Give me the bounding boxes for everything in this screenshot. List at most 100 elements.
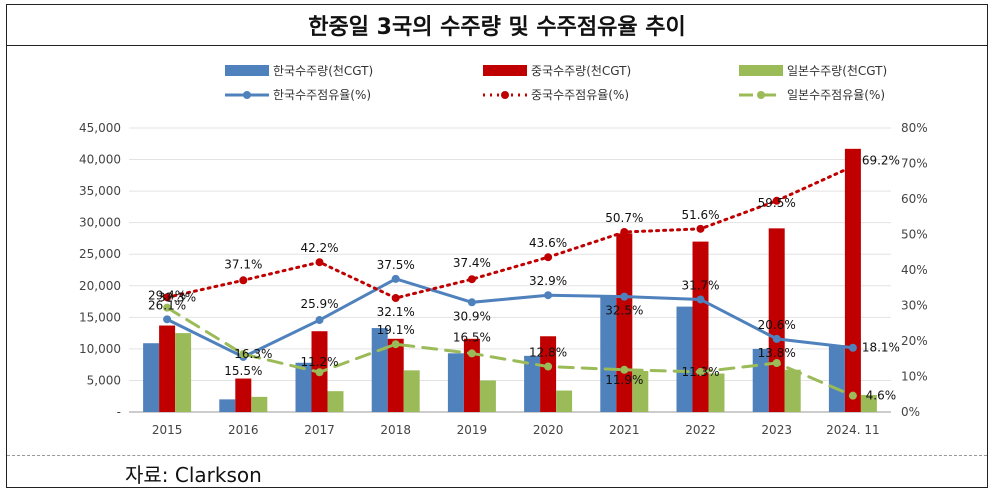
y-left-tick-label: 30,000 [79,216,121,230]
series-point [772,359,781,368]
title-bar: 한중일 3국의 수주량 및 수주점유율 추이 [7,5,987,46]
series-line [165,164,855,300]
y-right-tick-label: 30% [901,299,928,313]
data-label: 42.2% [300,241,338,255]
series-line [165,277,855,359]
legend-marker [243,91,251,99]
data-label: 69.2% [862,153,900,167]
y-right-tick-label: 50% [901,228,928,242]
data-label: 59.5% [758,196,796,210]
data-label: 50.7% [605,211,643,225]
bar [143,343,160,412]
x-tick-label: 2018 [380,423,411,437]
data-label: 16.3% [234,347,272,361]
y-left-tick-label: 5,000 [87,373,121,387]
series-point [467,275,476,284]
y-left-tick-label: 15,000 [79,310,121,324]
bar [556,390,573,412]
series-point [467,349,476,358]
series-point [848,391,857,400]
bar [708,373,725,412]
y-left-tick-label: - [117,405,121,419]
series-point [163,303,172,312]
legend-label: 일본수주량(천CGT) [787,63,887,78]
legend-swatch [225,65,269,76]
series-point [620,365,629,374]
data-label: 32.5% [605,304,643,318]
y-right-tick-label: 80% [901,121,928,135]
data-label: 32.9% [529,274,567,288]
y-left-tick-label: 40,000 [79,153,121,167]
series-point [315,368,324,377]
series-point [848,162,857,171]
x-tick-label: 2021 [609,423,640,437]
bar [600,295,617,412]
series-line [165,306,855,398]
y-left-tick-label: 10,000 [79,342,121,356]
page-title: 한중일 3국의 수주량 및 수주점유율 추이 [308,15,686,40]
data-label: 18.1% [862,341,900,355]
series-point [620,228,629,237]
series-point [620,292,629,301]
series-point [163,315,172,324]
bar [540,336,557,412]
series-point [239,350,248,359]
y-left-tick-label: 20,000 [79,279,121,293]
series-point [848,343,857,352]
series-point [772,334,781,343]
bar [463,338,480,412]
bar [159,325,176,412]
y-right-tick-label: 20% [901,334,928,348]
y-left-tick-label: 25,000 [79,247,121,261]
data-label: 30.9% [453,309,491,323]
data-label: 16.5% [453,330,491,344]
legend-marker [757,91,765,99]
series-point [772,196,781,205]
bar [692,241,709,412]
combo-chart: - 5,000 10,000 15,000 20,000 25,000 30,000 35,0… [79,63,928,437]
bar [784,369,801,412]
data-label: 43.6% [529,236,567,250]
series-point [163,293,172,302]
bar [387,338,404,412]
bar [235,378,252,412]
data-label: 37.1% [224,257,262,271]
legend-swatch [739,65,783,76]
series-point [696,367,705,376]
y-left-tick-label: 35,000 [79,184,121,198]
bar [479,380,496,412]
figure-frame: 한중일 3국의 수주량 및 수주점유율 추이 - 5,000 10,000 15,00… [6,4,988,488]
series-point [239,276,248,285]
data-label: 37.5% [377,258,415,272]
data-label: 11.3% [681,365,719,379]
series-point [391,274,400,283]
legend-swatch [483,65,527,76]
y-right-tick-label: 0% [901,405,920,419]
legend-label: 중국수주량(천CGT) [531,63,631,78]
x-tick-label: 2015 [152,423,183,437]
bar [524,355,541,412]
y-right-tick-label: 40% [901,263,928,277]
series-point [391,340,400,349]
series-point [544,362,553,371]
bar [403,370,420,412]
y-right-tick-label: 60% [901,192,928,206]
legend-label: 일본수주점유율(%) [787,88,885,102]
x-tick-label: 2022 [685,423,716,437]
x-tick-label: 2024. 11 [826,423,879,437]
data-label: 51.6% [681,208,719,222]
data-label: 25.9% [300,297,338,311]
bar [219,399,236,412]
bar [616,233,633,412]
bar [251,396,268,412]
series-point [391,294,400,303]
x-tick-label: 2016 [228,423,259,437]
y-left-tick-label: 45,000 [79,121,121,135]
bar [860,394,877,412]
series-point [696,224,705,233]
data-label: 11.2% [300,355,338,369]
series-point [544,253,553,262]
data-label: 12.8% [529,346,567,360]
data-label: 26.1% [148,298,186,312]
data-label: 11.9% [605,373,643,387]
